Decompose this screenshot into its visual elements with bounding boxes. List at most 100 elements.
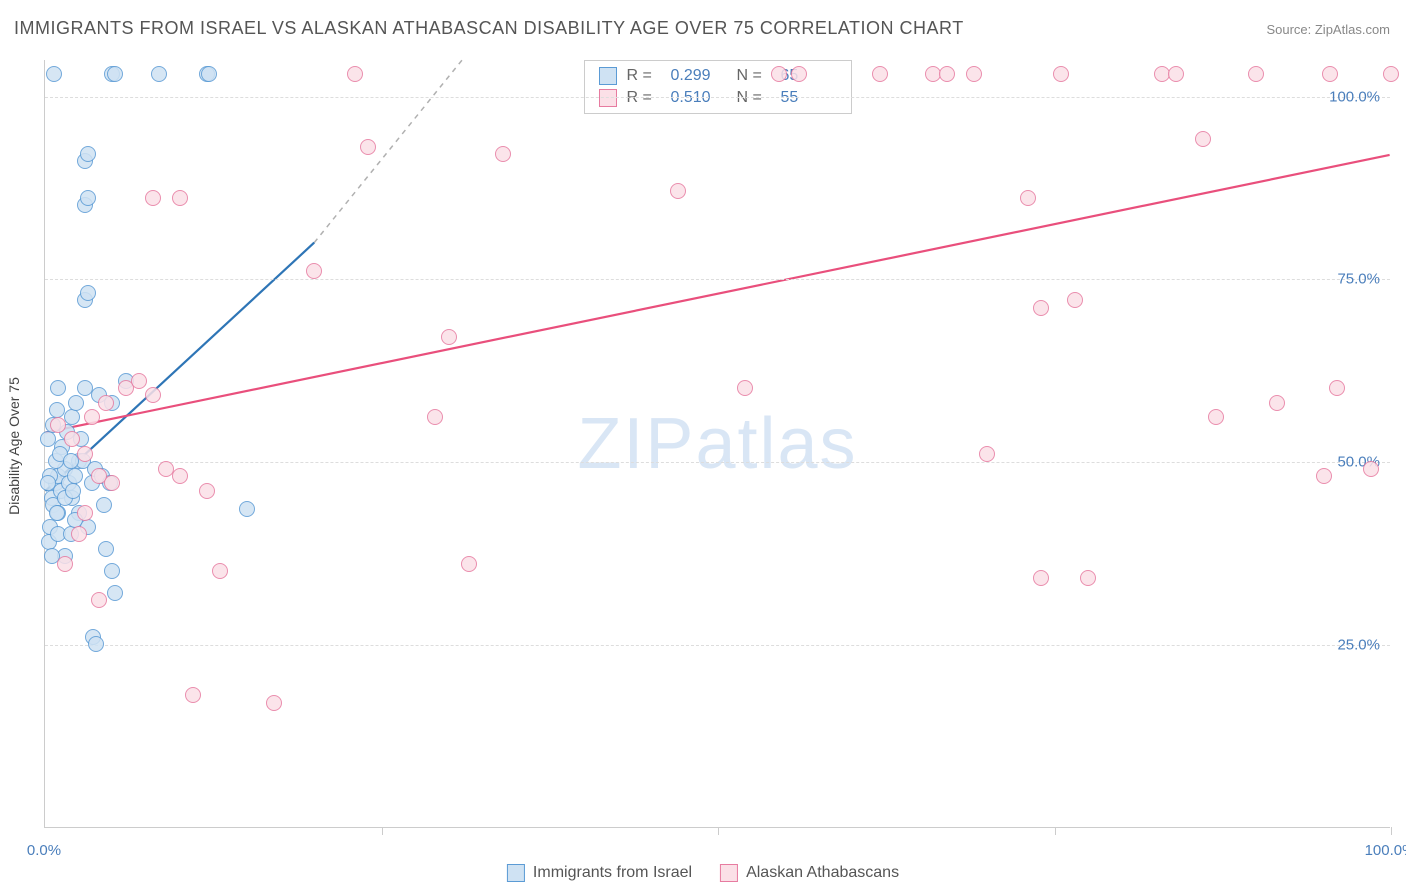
watermark-atlas: atlas bbox=[695, 404, 857, 484]
scatter-point bbox=[670, 183, 686, 199]
scatter-point bbox=[131, 373, 147, 389]
scatter-point bbox=[80, 190, 96, 206]
scatter-point bbox=[145, 190, 161, 206]
scatter-point bbox=[88, 636, 104, 652]
n-label: N = bbox=[737, 67, 771, 85]
scatter-point bbox=[64, 431, 80, 447]
scatter-point bbox=[1053, 66, 1069, 82]
scatter-point bbox=[185, 687, 201, 703]
swatch-athabascan bbox=[720, 864, 738, 882]
scatter-point bbox=[427, 409, 443, 425]
scatter-point bbox=[872, 66, 888, 82]
scatter-point bbox=[50, 380, 66, 396]
scatter-point bbox=[151, 66, 167, 82]
swatch-israel bbox=[507, 864, 525, 882]
scatter-point bbox=[104, 475, 120, 491]
y-axis-label: Disability Age Over 75 bbox=[6, 377, 22, 515]
watermark: ZIPatlas bbox=[577, 403, 857, 485]
scatter-point bbox=[1363, 461, 1379, 477]
scatter-point bbox=[737, 380, 753, 396]
r-value-israel: 0.299 bbox=[671, 67, 727, 85]
scatter-point bbox=[80, 285, 96, 301]
scatter-point bbox=[80, 146, 96, 162]
scatter-point bbox=[40, 431, 56, 447]
scatter-point bbox=[68, 395, 84, 411]
scatter-point bbox=[1033, 570, 1049, 586]
scatter-point bbox=[63, 453, 79, 469]
scatter-point bbox=[966, 66, 982, 82]
scatter-point bbox=[979, 446, 995, 462]
scatter-point bbox=[1080, 570, 1096, 586]
swatch-athabascan bbox=[599, 89, 617, 107]
scatter-point bbox=[201, 66, 217, 82]
scatter-point bbox=[65, 483, 81, 499]
scatter-point bbox=[40, 475, 56, 491]
r-label: R = bbox=[627, 89, 661, 107]
source-attribution: Source: ZipAtlas.com bbox=[1266, 22, 1390, 37]
x-tick bbox=[1055, 827, 1056, 835]
gridline bbox=[45, 462, 1390, 463]
scatter-point bbox=[172, 190, 188, 206]
scatter-point bbox=[84, 409, 100, 425]
n-value-israel: 65 bbox=[781, 67, 837, 85]
scatter-point bbox=[461, 556, 477, 572]
scatter-point bbox=[46, 66, 62, 82]
legend-label-athabascan: Alaskan Athabascans bbox=[746, 864, 899, 882]
scatter-point bbox=[107, 585, 123, 601]
legend-row-israel: R = 0.299 N = 65 bbox=[585, 65, 851, 87]
legend-label-israel: Immigrants from Israel bbox=[533, 864, 692, 882]
r-value-athabascan: 0.510 bbox=[671, 89, 727, 107]
y-tick-label: 75.0% bbox=[1337, 271, 1380, 288]
scatter-point bbox=[1067, 292, 1083, 308]
scatter-point bbox=[1033, 300, 1049, 316]
scatter-point bbox=[347, 66, 363, 82]
scatter-point bbox=[98, 541, 114, 557]
n-label: N = bbox=[737, 89, 771, 107]
scatter-point bbox=[91, 592, 107, 608]
scatter-point bbox=[495, 146, 511, 162]
scatter-point bbox=[98, 395, 114, 411]
x-tick bbox=[718, 827, 719, 835]
watermark-zip: ZIP bbox=[577, 404, 695, 484]
scatter-point bbox=[771, 66, 787, 82]
plot-area: ZIPatlas R = 0.299 N = 65 R = 0.510 N = … bbox=[44, 60, 1390, 828]
scatter-point bbox=[67, 468, 83, 484]
legend-item-israel: Immigrants from Israel bbox=[507, 864, 692, 882]
scatter-point bbox=[1383, 66, 1399, 82]
x-tick-label-min: 0.0% bbox=[27, 842, 61, 859]
scatter-point bbox=[199, 483, 215, 499]
chart-title: IMMIGRANTS FROM ISRAEL VS ALASKAN ATHABA… bbox=[14, 18, 964, 39]
scatter-point bbox=[107, 66, 123, 82]
scatter-point bbox=[1269, 395, 1285, 411]
scatter-point bbox=[1208, 409, 1224, 425]
n-value-athabascan: 55 bbox=[781, 89, 837, 107]
scatter-point bbox=[266, 695, 282, 711]
scatter-point bbox=[104, 563, 120, 579]
scatter-point bbox=[1020, 190, 1036, 206]
scatter-point bbox=[71, 526, 87, 542]
y-tick-label: 25.0% bbox=[1337, 637, 1380, 654]
trend-lines-layer bbox=[45, 60, 1390, 827]
legend-item-athabascan: Alaskan Athabascans bbox=[720, 864, 899, 882]
scatter-point bbox=[1329, 380, 1345, 396]
scatter-point bbox=[77, 505, 93, 521]
swatch-israel bbox=[599, 67, 617, 85]
scatter-point bbox=[239, 501, 255, 517]
y-tick-label: 100.0% bbox=[1329, 88, 1380, 105]
gridline bbox=[45, 645, 1390, 646]
legend-row-athabascan: R = 0.510 N = 55 bbox=[585, 87, 851, 109]
correlation-legend: R = 0.299 N = 65 R = 0.510 N = 55 bbox=[584, 60, 852, 114]
scatter-point bbox=[172, 468, 188, 484]
scatter-point bbox=[1248, 66, 1264, 82]
scatter-point bbox=[791, 66, 807, 82]
gridline bbox=[45, 279, 1390, 280]
scatter-point bbox=[1322, 66, 1338, 82]
scatter-point bbox=[49, 402, 65, 418]
scatter-point bbox=[441, 329, 457, 345]
scatter-point bbox=[306, 263, 322, 279]
r-label: R = bbox=[627, 67, 661, 85]
gridline bbox=[45, 97, 1390, 98]
scatter-point bbox=[1195, 131, 1211, 147]
scatter-point bbox=[145, 387, 161, 403]
scatter-point bbox=[50, 417, 66, 433]
